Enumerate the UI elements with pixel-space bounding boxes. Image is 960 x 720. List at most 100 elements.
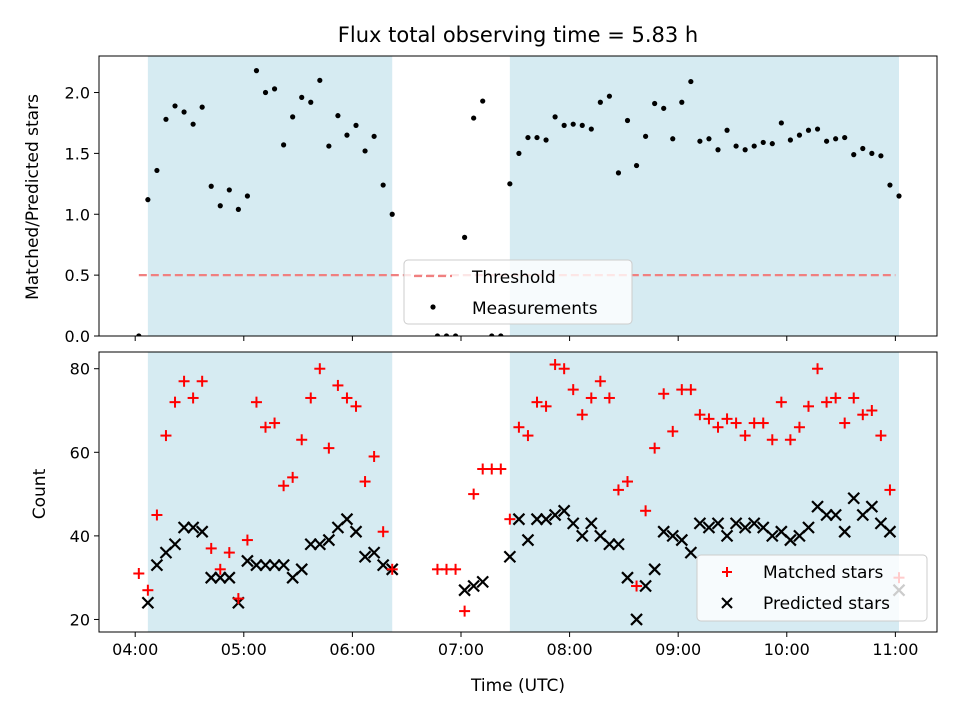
matched-star-point bbox=[314, 363, 326, 375]
measurement-point bbox=[814, 126, 821, 132]
matched-star-point bbox=[857, 409, 869, 421]
measurement-point bbox=[498, 333, 504, 336]
predicted-star-point bbox=[259, 558, 272, 572]
measurement-point bbox=[697, 138, 703, 144]
matched-star-point bbox=[567, 384, 579, 396]
matched-star-point bbox=[739, 430, 751, 442]
predicted-star-point bbox=[322, 533, 336, 547]
predicted-star-point bbox=[204, 571, 218, 584]
x-tick-label: 07:00 bbox=[438, 640, 484, 659]
predicted-star-point bbox=[358, 550, 372, 564]
predicted-star-point bbox=[277, 558, 290, 572]
bottom-axes-frame bbox=[98, 351, 938, 633]
measurement-point bbox=[489, 333, 495, 336]
measurement-point bbox=[661, 105, 667, 111]
matched-star-point bbox=[332, 379, 344, 391]
matched-star-point bbox=[839, 417, 851, 429]
matched-star-point bbox=[766, 434, 778, 446]
matched-star-point bbox=[305, 392, 317, 404]
bottom-y-axis-label: Count bbox=[30, 468, 50, 519]
predicted-star-point bbox=[512, 512, 526, 526]
predicted-star-point bbox=[729, 517, 743, 530]
predicted-star-point bbox=[802, 521, 815, 534]
measurement-point bbox=[154, 167, 160, 174]
measurement-point bbox=[643, 133, 649, 139]
matched-star-point bbox=[504, 513, 516, 525]
predicted-star-point bbox=[630, 613, 643, 626]
matched-star-point bbox=[884, 484, 896, 496]
matched-star-point bbox=[540, 400, 552, 412]
predicted-star-point bbox=[603, 537, 616, 551]
predicted-star-point bbox=[684, 546, 698, 559]
matched-star-point bbox=[205, 542, 217, 554]
measurement-point bbox=[679, 99, 685, 105]
measurement-point bbox=[851, 152, 857, 158]
predicted-star-point bbox=[340, 512, 354, 526]
matched-star-point bbox=[622, 476, 634, 488]
measurement-point bbox=[480, 98, 486, 104]
measurement-point bbox=[561, 122, 567, 128]
matched-legend-swatch bbox=[722, 567, 732, 577]
predicted-star-point bbox=[666, 529, 680, 543]
matched-star-point bbox=[459, 605, 471, 617]
measurement-point bbox=[362, 148, 368, 154]
measurement-point bbox=[543, 137, 549, 143]
matched-star-point bbox=[269, 417, 281, 429]
measurement-point bbox=[706, 136, 712, 142]
predicted-star-point bbox=[612, 537, 625, 551]
bottom-y-tick-label: 60 bbox=[70, 443, 90, 462]
measurement-point bbox=[353, 122, 359, 128]
predicted-star-point bbox=[657, 525, 670, 538]
measurement-point bbox=[136, 333, 142, 336]
matched-star-point bbox=[468, 488, 480, 500]
measurement-point bbox=[860, 145, 866, 152]
matched-star-point bbox=[260, 421, 272, 433]
measurement-point bbox=[869, 150, 875, 156]
matched-star-point bbox=[558, 363, 570, 375]
measurement-point bbox=[715, 147, 721, 153]
predicted-star-point bbox=[195, 525, 209, 538]
measurement-point bbox=[896, 193, 902, 199]
predicted-star-point bbox=[141, 596, 155, 610]
predicted-star-point bbox=[467, 579, 480, 593]
measurement-point bbox=[145, 197, 151, 203]
matched-star-point bbox=[368, 450, 380, 462]
measurement-point bbox=[805, 127, 812, 133]
x-tick-label: 05:00 bbox=[221, 640, 267, 659]
matched-star-point bbox=[757, 417, 769, 429]
matched-star-point bbox=[585, 392, 597, 404]
matched-star-point bbox=[278, 480, 290, 492]
predicted-star-point bbox=[213, 571, 227, 584]
bottom-y-tick-label: 20 bbox=[70, 610, 90, 629]
predicted-star-point bbox=[693, 517, 707, 530]
predicted-star-point bbox=[566, 517, 580, 530]
predicted-star-point bbox=[621, 571, 634, 584]
top-y-tick-label: 0.5 bbox=[65, 266, 90, 285]
measurement-point bbox=[842, 134, 848, 141]
top-y-axis-label: Matched/Predicted stars bbox=[23, 94, 43, 300]
measurement-point bbox=[335, 113, 341, 119]
predicted-star-point bbox=[150, 558, 164, 572]
matched-star-point bbox=[721, 413, 733, 425]
predicted-star-point bbox=[829, 508, 842, 522]
matched-star-point bbox=[594, 375, 606, 387]
measurement-point bbox=[606, 93, 613, 99]
predicted-star-point bbox=[367, 546, 381, 559]
matched-star-point bbox=[232, 593, 244, 605]
measurement-point bbox=[787, 137, 793, 143]
matched-star-point bbox=[522, 430, 534, 442]
measurement-point bbox=[579, 122, 585, 128]
measurement-point bbox=[299, 94, 305, 100]
measurement-point bbox=[290, 114, 296, 120]
predicted-star-point bbox=[304, 537, 318, 551]
matched-star-point bbox=[631, 580, 643, 592]
matched-star-point bbox=[603, 392, 615, 404]
measurement-point bbox=[597, 99, 603, 105]
measurement-point bbox=[271, 86, 278, 92]
top-y-tick-label: 0.0 bbox=[65, 327, 90, 346]
predicted-star-point bbox=[268, 558, 281, 572]
predicted-legend-swatch bbox=[721, 597, 733, 609]
measurement-point bbox=[615, 170, 622, 176]
matched-star-point bbox=[160, 430, 172, 442]
matched-star-point bbox=[784, 434, 796, 446]
